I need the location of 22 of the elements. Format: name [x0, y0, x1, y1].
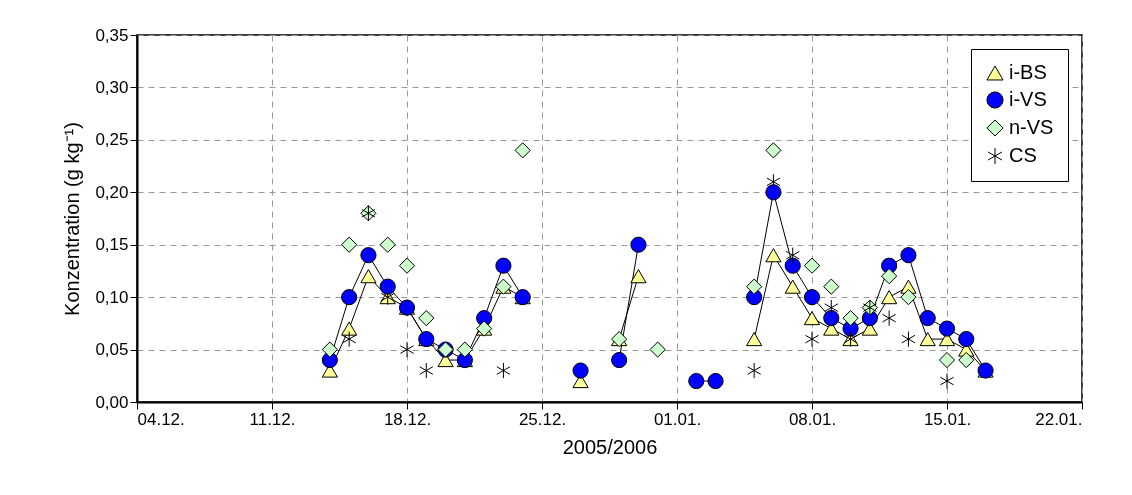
y-tick-label: 0,10	[95, 287, 129, 307]
y-tick-label: 0,05	[95, 340, 129, 360]
x-tick-label: 08.01.	[788, 409, 837, 429]
y-tick-label: 0,00	[95, 392, 129, 412]
y-tick-label: 0,25	[95, 130, 129, 150]
legend-label: i-BS	[1009, 61, 1047, 83]
y-tick-label: 0,35	[95, 25, 129, 45]
x-tick-label: 15.01.	[923, 409, 972, 429]
x-tick-label: 22.01.	[1035, 409, 1083, 429]
x-tick-label: 11.12.	[249, 409, 296, 429]
x-axis-title: 2005/2006	[562, 435, 658, 458]
legend-label: CS	[1009, 144, 1037, 166]
y-tick-label: 0,15	[95, 235, 129, 255]
x-tick-label: 01.01.	[653, 409, 702, 429]
x-tick-label: 04.12.	[137, 409, 185, 429]
y-tick-label: 0,30	[95, 77, 129, 97]
y-tick-label: 0,20	[95, 182, 129, 202]
x-tick-label: 18.12.	[383, 409, 432, 429]
legend-label: i-VS	[1009, 88, 1047, 110]
x-tick-label: 25.12.	[518, 409, 567, 429]
y-axis-title: Konzentration (g kg⁻¹)	[61, 122, 84, 316]
legend-label: n-VS	[1009, 116, 1054, 138]
